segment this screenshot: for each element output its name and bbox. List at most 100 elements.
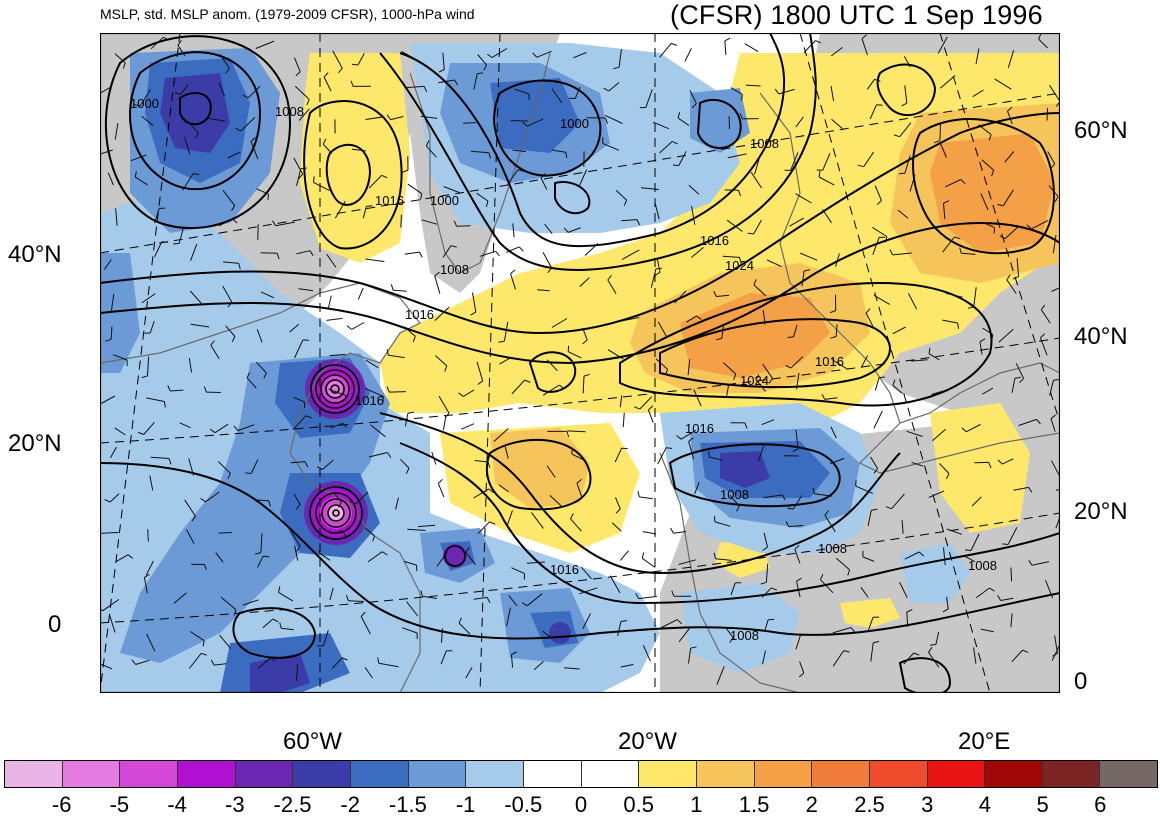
colorbar-tick-label: 2.5 xyxy=(854,792,885,818)
isobar-label: 1008 xyxy=(750,136,779,151)
lat-label-right: 60°N xyxy=(1074,117,1128,145)
lat-label-right: 20°N xyxy=(1074,498,1128,526)
wind-barb-flag xyxy=(965,550,971,551)
wind-barb xyxy=(148,529,149,541)
isobar-label: 1000 xyxy=(430,193,459,208)
wind-barb-flag xyxy=(572,448,573,454)
lon-label: 60°W xyxy=(283,728,342,756)
wind-barb-flag xyxy=(314,176,315,182)
lat-label-right: 40°N xyxy=(1074,323,1128,351)
isobar-label: 1008 xyxy=(730,628,759,643)
wind-barb xyxy=(1047,108,1048,121)
colorbar-tick-label: 0 xyxy=(575,792,587,818)
wind-barb-flag xyxy=(173,243,179,244)
isobar-label: 1024 xyxy=(740,373,769,388)
isobar-label: 1000 xyxy=(560,116,589,131)
lon-label: 20°W xyxy=(618,728,677,756)
colorbar-tick-label: -3 xyxy=(225,792,245,818)
isobar-label: 1008 xyxy=(440,262,469,277)
wind-barb xyxy=(463,123,476,124)
colorbar-tick-label: 0.5 xyxy=(623,792,654,818)
wind-barb-flag xyxy=(366,206,372,207)
wind-barb-flag xyxy=(303,340,309,341)
wind-barb-flag xyxy=(656,268,662,269)
isobar-label: 1016 xyxy=(815,354,844,369)
wind-barb-flag xyxy=(666,448,672,449)
colorbar-swatch xyxy=(812,761,870,787)
colorbar-swatch xyxy=(870,761,928,787)
colorbar-tick-label: 1 xyxy=(690,792,702,818)
wind-barb-flag xyxy=(263,556,269,557)
wind-barb-flag xyxy=(788,337,794,338)
colorbar-swatch xyxy=(120,761,178,787)
lat-label-left: 40°N xyxy=(8,241,62,269)
colorbar-swatch xyxy=(985,761,1043,787)
colorbar-tick-label: 2 xyxy=(806,792,818,818)
colorbar-swatch xyxy=(928,761,986,787)
colorbar-tick-label: 6 xyxy=(1094,792,1106,818)
colorbar-swatch xyxy=(351,761,409,787)
colorbar-tick-label: -0.5 xyxy=(504,792,542,818)
colorbar-swatch xyxy=(293,761,351,787)
colorbar-tick-label: -2.5 xyxy=(274,792,312,818)
isobar-label: 1008 xyxy=(818,541,847,556)
isobar-label: 1000 xyxy=(130,96,159,111)
wind-barb-flag xyxy=(245,473,251,474)
wind-barb-flag xyxy=(1054,380,1060,381)
wind-barb xyxy=(218,533,231,534)
wind-barb-flag xyxy=(899,173,905,174)
colorbar-swatch xyxy=(63,761,121,787)
figure-title: (CFSR) 1800 UTC 1 Sep 1996 xyxy=(670,0,1043,31)
colorbar-tick-label: 3 xyxy=(921,792,933,818)
isobar-label: 1008 xyxy=(720,487,749,502)
isobar-label: 1008 xyxy=(968,558,997,573)
colorbar-tick-label: 1.5 xyxy=(739,792,770,818)
colorbar-tick-label: -6 xyxy=(52,792,72,818)
wind-barb-flag xyxy=(714,516,715,522)
wind-barb xyxy=(348,601,364,602)
colorbar-swatch xyxy=(524,761,582,787)
colorbar-swatch xyxy=(236,761,294,787)
wind-barb xyxy=(111,327,112,340)
lon-label: 20°E xyxy=(958,728,1010,756)
wind-barb xyxy=(401,215,402,228)
isobar-label: 1016 xyxy=(550,562,579,577)
colorbar-ticks: -6 -5 -4 -3 -2.5 -2 -1.5 -1 -0.5 0 0.5 1 1.5 2 2.5 3 4 5 6 xyxy=(0,792,1160,816)
colorbar-swatch xyxy=(755,761,813,787)
colorbar-swatch xyxy=(466,761,524,787)
colorbar-swatch xyxy=(5,761,63,787)
colorbar-swatch xyxy=(697,761,755,787)
wind-barb-flag xyxy=(879,377,885,378)
lat-label-left: 20°N xyxy=(8,430,62,458)
isobar-label: 1016 xyxy=(685,421,714,436)
colorbar-swatch xyxy=(582,761,640,787)
lat-label-right: 0 xyxy=(1074,668,1087,696)
wind-barb xyxy=(261,253,278,254)
colorbar-swatch xyxy=(1043,761,1101,787)
wind-barb xyxy=(940,124,941,141)
isobar-label: 1008 xyxy=(275,104,304,119)
colorbar-swatch xyxy=(409,761,467,787)
wind-barb xyxy=(1011,568,1012,582)
isobar-label: 1016 xyxy=(405,307,434,322)
colorbar-tick-label: -1.5 xyxy=(389,792,427,818)
lat-label-left: 0 xyxy=(48,611,61,639)
colorbar-tick-label: -4 xyxy=(167,792,187,818)
wind-barb xyxy=(457,226,471,227)
wind-barb-flag xyxy=(673,165,679,166)
colorbar-swatch xyxy=(1100,761,1157,787)
colorbar-tick-label: -2 xyxy=(340,792,360,818)
colorbar-tick-label: -1 xyxy=(456,792,476,818)
isobar-label: 1016 xyxy=(355,393,384,408)
colorbar-tick-label: 5 xyxy=(1036,792,1048,818)
colorbar-tick-label: -5 xyxy=(110,792,130,818)
colorbar-swatch xyxy=(639,761,697,787)
colorbar xyxy=(4,760,1158,788)
colorbar-swatch xyxy=(178,761,236,787)
isobar-label: 1024 xyxy=(725,258,754,273)
colorbar-tick-label: 4 xyxy=(979,792,991,818)
isobar-label: 1016 xyxy=(375,193,404,208)
figure-subtitle: MSLP, std. MSLP anom. (1979-2009 CFSR), … xyxy=(100,6,475,22)
isobar-label: 1016 xyxy=(700,233,729,248)
wind-barb xyxy=(389,392,406,393)
